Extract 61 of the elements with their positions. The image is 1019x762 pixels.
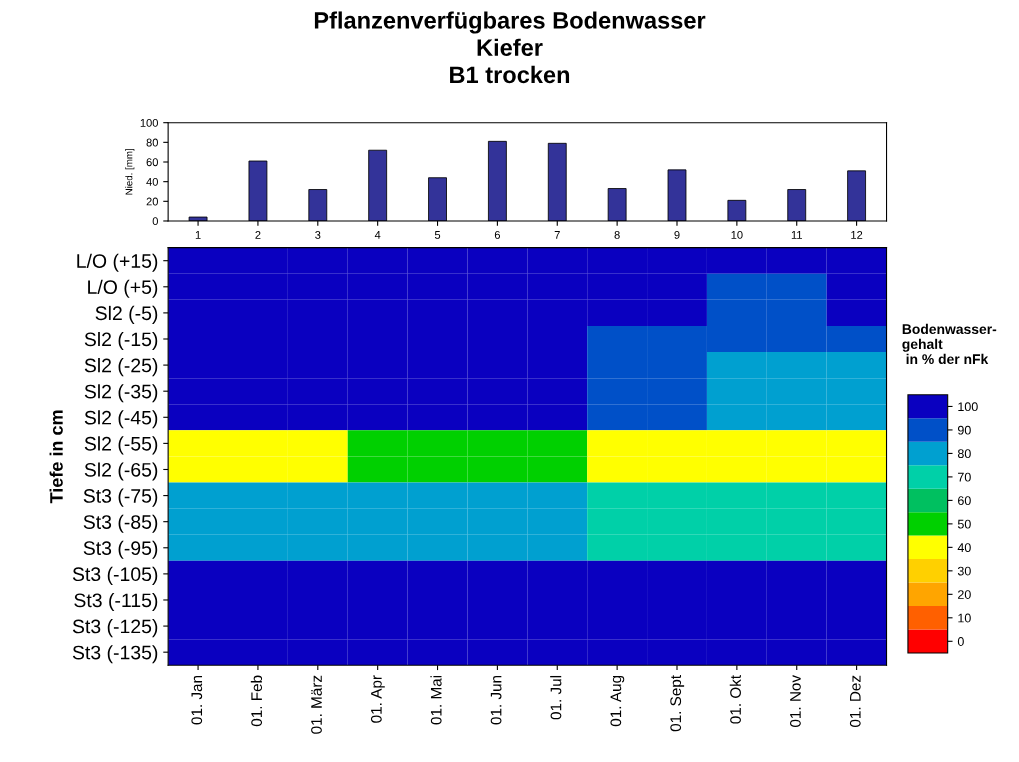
x-tick-label: 2 (255, 231, 261, 239)
y-tick-label: 40 (146, 177, 158, 186)
color-bar-label: 10 (958, 613, 971, 623)
y-tick-label: 80 (146, 138, 158, 147)
y-tick-label: St3 (-75) (83, 488, 158, 507)
x-tick-label: 11 (791, 231, 802, 239)
y-tick-label: L/O (+5) (88, 279, 158, 298)
x-tick-label: 01. Dez (849, 675, 861, 727)
color-bar-label: 0 (957, 637, 964, 646)
x-tick-label: 01. Jul (550, 675, 562, 720)
x-tick-label: 12 (851, 231, 863, 239)
y-tick-label: St3 (-105) (72, 566, 158, 585)
color-bar-label: 30 (957, 566, 971, 576)
y-tick-label: 100 (140, 118, 158, 127)
y-tick-label: 20 (146, 197, 158, 206)
x-tick-label: 01. Apr (370, 675, 385, 723)
chart-title: Pflanzenverfügbares Bodenwasser Kiefer B1 trocken (314, 11, 706, 84)
color-bar-title: Bodenwasser- gehalt in % der nFk (902, 323, 997, 365)
x-tick-label: 5 (434, 231, 441, 239)
y-tick-label: St3 (-85) (83, 514, 158, 533)
color-bar-label: 40 (957, 543, 971, 553)
x-tick-label: 01. Feb (250, 675, 263, 727)
y-tick-label: St3 (-125) (72, 619, 158, 638)
y-tick-label: Sl2 (-15) (84, 331, 158, 351)
color-bar-label: 90 (957, 425, 971, 435)
x-tick-label: 6 (494, 231, 500, 239)
y-tick-label: 0 (152, 217, 158, 226)
y-tick-label: St3 (-135) (72, 645, 158, 664)
x-tick-label: 7 (554, 231, 560, 239)
x-tick-label: 01. Aug (610, 675, 625, 727)
y-axis-title: Tiefe in cm (49, 410, 63, 504)
x-tick-label: 01. Nov (790, 675, 801, 727)
color-bar-label: 50 (957, 519, 971, 529)
x-tick-label: 8 (614, 231, 620, 239)
x-tick-label: 01. Sept (670, 675, 685, 732)
y-tick-label: Sl2 (-65) (84, 462, 158, 481)
color-bar-label: 70 (958, 472, 971, 482)
x-tick-label: 1 (195, 231, 201, 239)
x-tick-label: 01. Jun (490, 675, 502, 725)
x-tick-label: 01. Okt (729, 675, 741, 724)
y-tick-label: St3 (-95) (83, 540, 158, 559)
color-bar-label: 100 (958, 402, 978, 412)
x-tick-label: 9 (674, 231, 680, 239)
color-bar-label: 20 (958, 590, 971, 599)
y-tick-label: Sl2 (-55) (84, 436, 158, 455)
y-tick-label: St3 (-115) (74, 592, 158, 612)
y-tick-label: Sl2 (-25) (84, 358, 158, 377)
y-tick-label: Sl2 (-5) (95, 305, 158, 324)
x-tick-label: 01. Mai (430, 675, 442, 725)
y-tick-label: L/O (+15) (77, 253, 158, 272)
x-tick-label: 01. Jan (191, 675, 203, 725)
y-tick-label: Sl2 (-45) (84, 410, 158, 429)
y-tick-label: 60 (146, 158, 158, 167)
color-bar-label: 60 (958, 496, 971, 506)
y-tick-label: Sl2 (-35) (84, 384, 158, 403)
x-tick-label: 4 (374, 231, 381, 239)
x-tick-label: 10 (731, 231, 743, 239)
x-tick-label: 01. März (311, 675, 322, 734)
x-tick-label: 3 (315, 231, 321, 239)
color-bar-label: 80 (957, 449, 971, 459)
y-axis-title: Nied. [mm] (125, 149, 135, 195)
